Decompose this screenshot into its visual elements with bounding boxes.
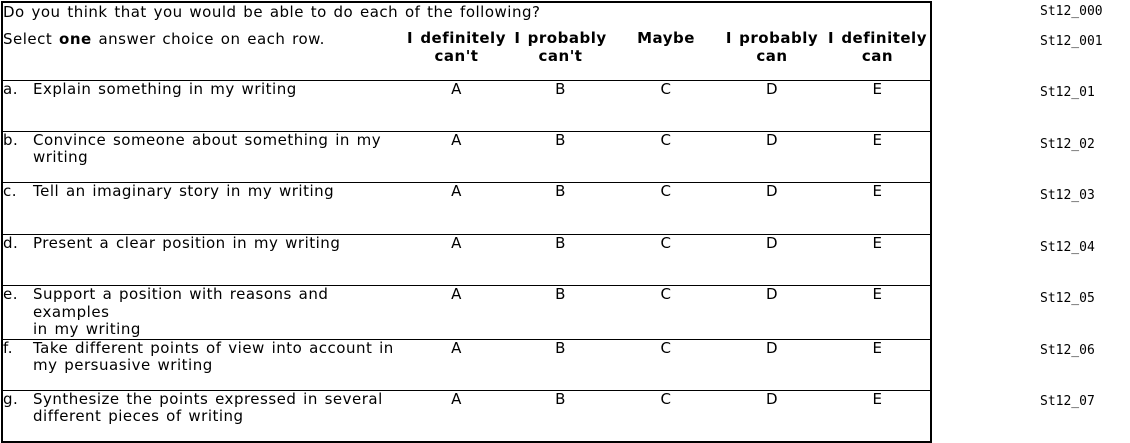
row-letter: e. [2, 285, 33, 340]
choice-c: C [613, 182, 719, 235]
row-letter: g. [2, 389, 33, 442]
row-letter: b. [2, 130, 33, 183]
survey-question: Do you think that you would be able to d… [3, 3, 541, 21]
row-statement: Support a position with reasons and exam… [33, 285, 405, 340]
choice-a: A [405, 233, 508, 286]
question-row: Do you think that you would be able to d… [2, 2, 931, 30]
choice-c: C [613, 285, 719, 340]
column-header-definitely-can: I definitely can [828, 29, 927, 65]
choice-a: A [405, 285, 508, 340]
instruction-row: Select one answer choice on each row. I … [2, 29, 931, 80]
instruction-bold-word: one [59, 30, 92, 48]
choice-d: D [719, 130, 825, 183]
instruction-prefix: Select [3, 30, 60, 48]
survey-table: Do you think that you would be able to d… [1, 1, 933, 443]
table-row-a: a. Explain something in my writing A B C… [2, 79, 932, 132]
column-header-maybe: Maybe [637, 29, 695, 47]
choice-e: E [825, 182, 932, 235]
margin-codes-column: St12_000 St12_001 St12_01 St12_02 St12_0… [1040, 0, 1130, 443]
choice-b: B [508, 389, 613, 442]
row-statement: Take different points of view into accou… [33, 338, 405, 391]
table-row-c: c. Tell an imaginary story in my writing… [2, 182, 932, 235]
choice-a: A [405, 389, 508, 442]
variable-code: St12_06 [1040, 343, 1095, 358]
table-row-e: e. Support a position with reasons and e… [2, 285, 932, 340]
choice-c: C [613, 338, 719, 391]
column-header-definitely-cant: I definitely can't [407, 29, 506, 65]
variable-code: St12_04 [1040, 240, 1095, 255]
row-letter: f. [2, 338, 33, 391]
choice-d: D [719, 285, 825, 340]
column-header-probably-can: I probably can [725, 29, 819, 65]
choice-e: E [825, 130, 932, 183]
row-statement: Tell an imaginary story in my writing [33, 182, 405, 235]
variable-code: St12_03 [1040, 188, 1095, 203]
table-row-b: b. Convince someone about something in m… [2, 130, 932, 183]
choice-d: D [719, 79, 825, 132]
choice-d: D [719, 182, 825, 235]
choice-d: D [719, 233, 825, 286]
choice-b: B [508, 130, 613, 183]
choice-e: E [825, 285, 932, 340]
choice-a: A [405, 79, 508, 132]
choice-c: C [613, 130, 719, 183]
variable-code: St12_02 [1040, 137, 1095, 152]
choice-b: B [508, 182, 613, 235]
variable-code: St12_01 [1040, 85, 1095, 100]
row-letter: a. [2, 79, 33, 132]
choice-b: B [508, 285, 613, 340]
row-statement: Explain something in my writing [33, 79, 405, 132]
variable-code: St12_05 [1040, 291, 1095, 306]
variable-code: St12_07 [1040, 394, 1095, 409]
choice-e: E [825, 389, 932, 442]
choice-b: B [508, 338, 613, 391]
choice-e: E [825, 233, 932, 286]
choice-c: C [613, 79, 719, 132]
choice-a: A [405, 182, 508, 235]
choice-e: E [825, 338, 932, 391]
choice-b: B [508, 79, 613, 132]
variable-code: St12_001 [1040, 34, 1103, 49]
choice-c: C [613, 233, 719, 286]
table-row-f: f. Take different points of view into ac… [2, 338, 932, 391]
row-letter: c. [2, 182, 33, 235]
survey-instruction: Select one answer choice on each row. [2, 30, 405, 80]
choice-b: B [508, 233, 613, 286]
column-header-probably-cant: I probably can't [514, 29, 607, 65]
choice-a: A [405, 338, 508, 391]
table-row-d: d. Present a clear position in my writin… [2, 233, 932, 286]
choice-a: A [405, 130, 508, 183]
choice-c: C [613, 389, 719, 442]
table-row-g: g. Synthesize the points expressed in se… [2, 389, 932, 442]
choice-d: D [719, 389, 825, 442]
row-statement: Present a clear position in my writing [33, 233, 405, 286]
choice-d: D [719, 338, 825, 391]
choice-e: E [825, 79, 932, 132]
row-statement: Synthesize the points expressed in sever… [33, 389, 405, 442]
instruction-suffix: answer choice on each row. [91, 30, 325, 48]
variable-code: St12_000 [1040, 4, 1103, 19]
row-statement: Convince someone about something in my w… [33, 130, 405, 183]
row-letter: d. [2, 233, 33, 286]
